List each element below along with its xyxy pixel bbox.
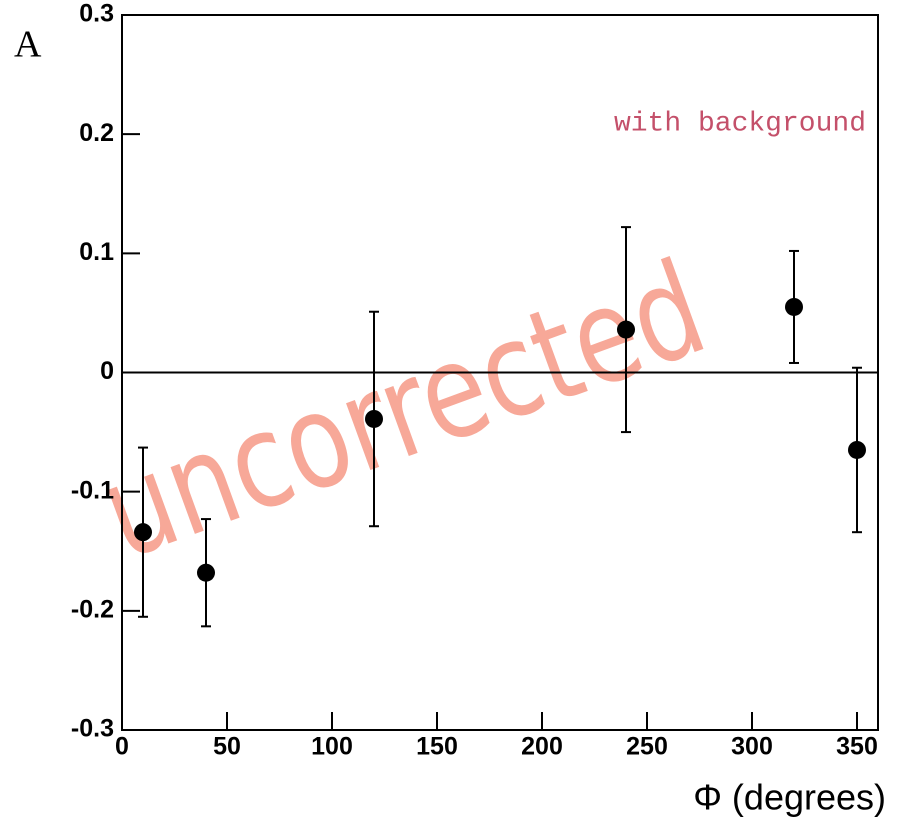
annotation: with background xyxy=(614,108,866,139)
data-point xyxy=(365,409,383,428)
y-tick-label: -0.3 xyxy=(71,715,114,743)
x-tick-label: 250 xyxy=(626,733,668,761)
x-tick-label: 0 xyxy=(115,733,129,761)
x-tick-label: 50 xyxy=(213,733,241,761)
data-point xyxy=(197,563,215,582)
y-tick-label: 0.2 xyxy=(79,119,114,147)
x-axis-label: Φ (degrees) xyxy=(693,777,886,818)
y-tick-label: -0.1 xyxy=(71,476,114,504)
y-tick-label: 0.1 xyxy=(79,238,114,266)
y-tick-label: -0.2 xyxy=(71,595,114,623)
data-point xyxy=(617,320,635,339)
x-tick-label: 300 xyxy=(731,733,773,761)
y-axis-label: A xyxy=(14,24,42,66)
data-point xyxy=(785,297,803,316)
data-point xyxy=(848,440,866,459)
y-tick-label: 0 xyxy=(100,357,114,385)
x-tick-label: 350 xyxy=(836,733,878,761)
data-point xyxy=(134,523,152,542)
x-tick-label: 200 xyxy=(521,733,563,761)
x-tick-label: 100 xyxy=(311,733,353,761)
x-tick-label: 150 xyxy=(416,733,458,761)
y-tick-label: 0.3 xyxy=(79,0,114,28)
